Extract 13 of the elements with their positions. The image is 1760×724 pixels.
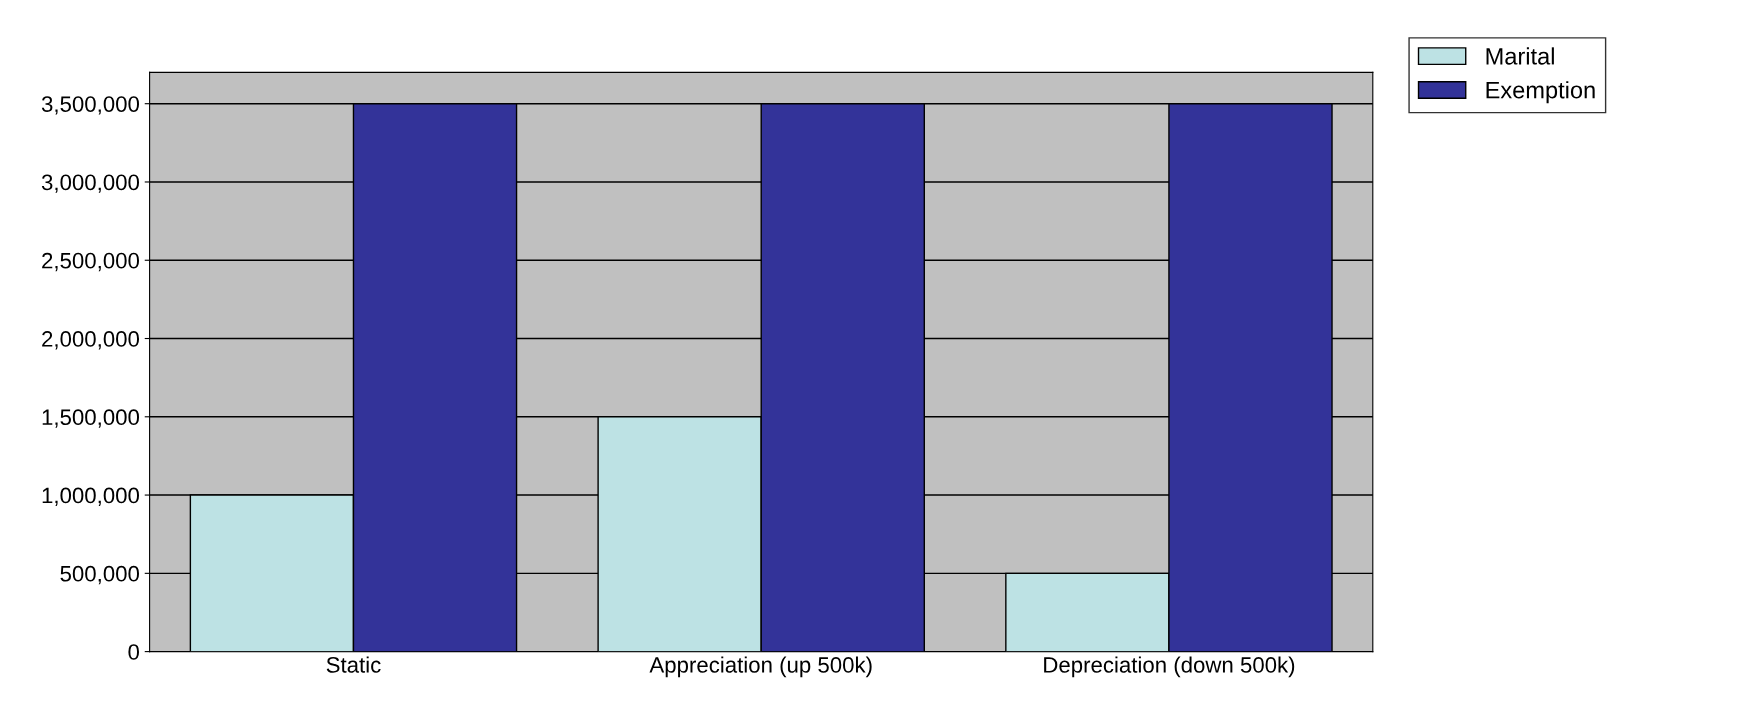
y-tick-label: 2,000,000 [42, 331, 140, 350]
y-tick-label: 3,500,000 [41, 96, 140, 115]
x-tick-label: Appreciation (up 500k) [649, 656, 872, 678]
y-tick-label: 2,500,000 [42, 252, 140, 272]
legend-label: Marital [1486, 47, 1554, 65]
legend-label: Exemption [1486, 81, 1595, 104]
x-tick-label: Static [326, 656, 381, 673]
y-tick-label: 0 [128, 644, 140, 660]
y-tick-label: 500,000 [60, 565, 140, 585]
x-tick-label: Depreciation (down 500k) [1044, 656, 1295, 678]
y-tick-label: 3,000,000 [41, 174, 140, 193]
y-tick-label: 1,000,000 [42, 487, 140, 506]
y-tick-label: 1,500,000 [42, 409, 140, 428]
